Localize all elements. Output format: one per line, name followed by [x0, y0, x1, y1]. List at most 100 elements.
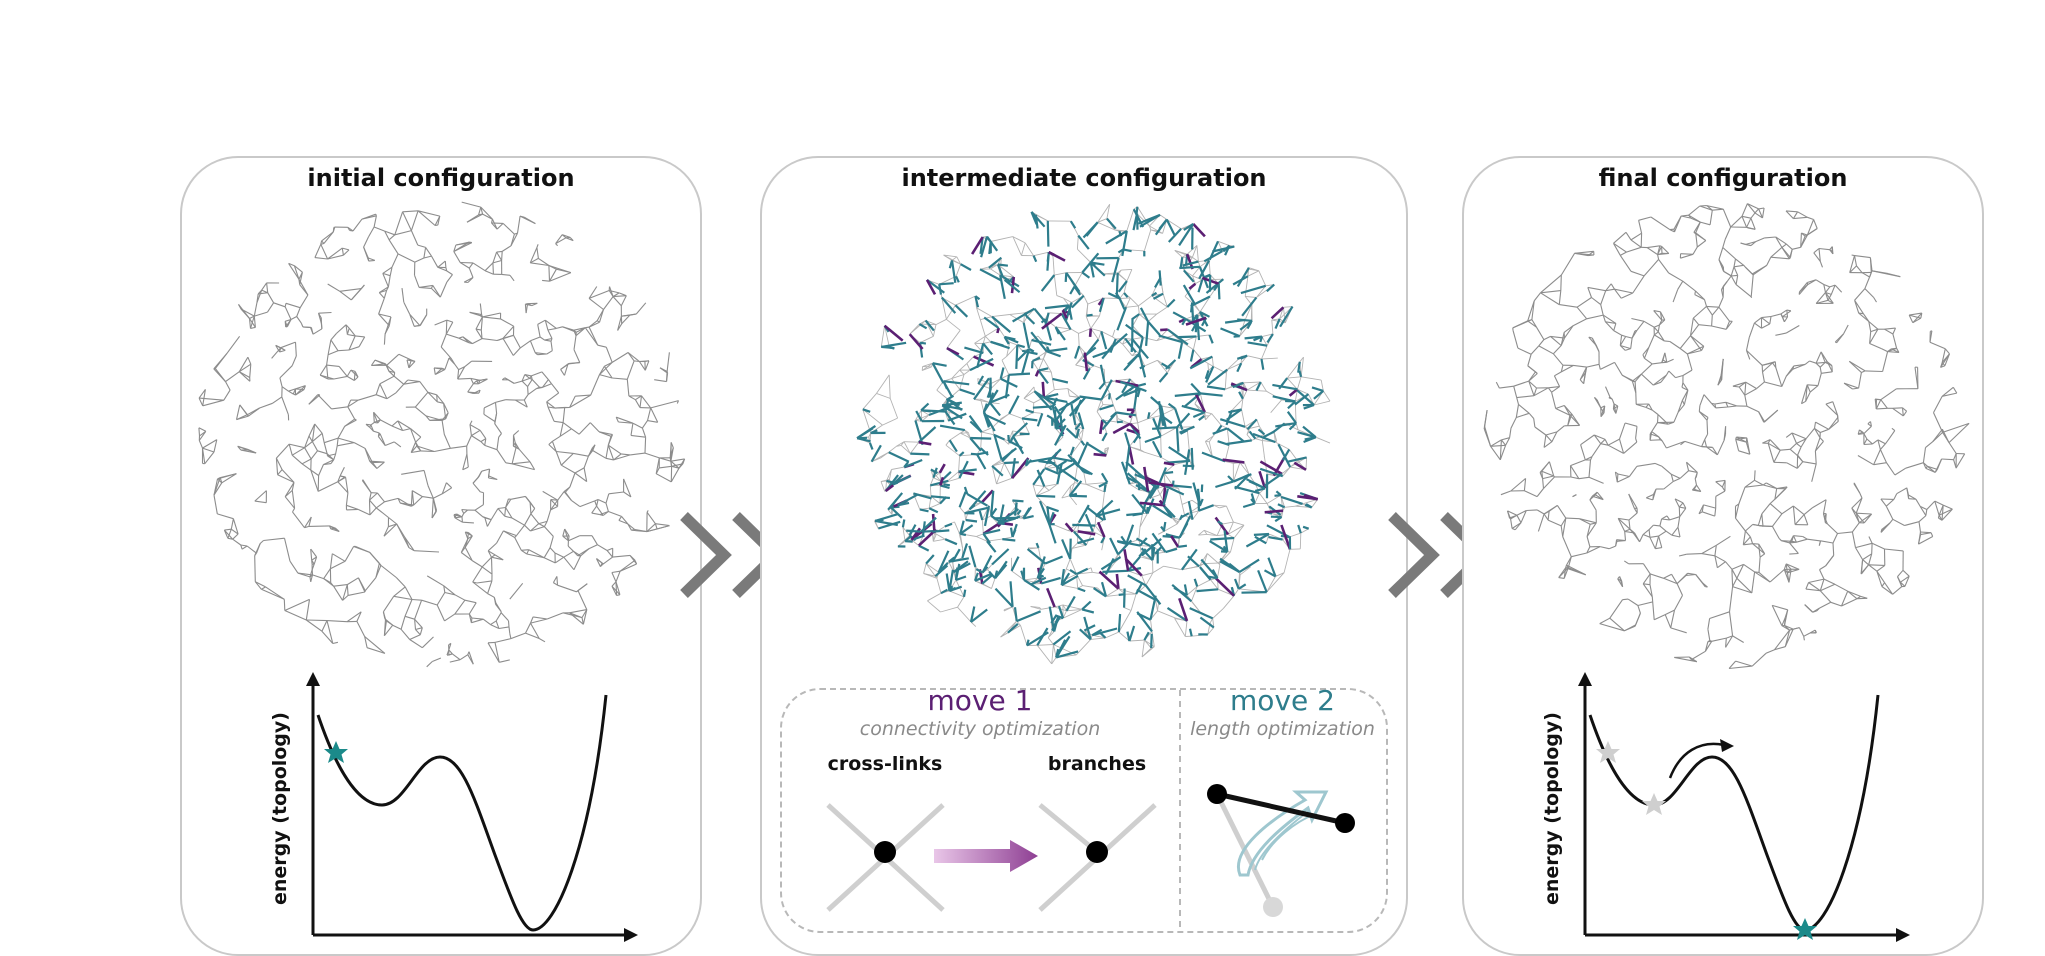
network-bond	[1197, 245, 1199, 261]
network-bond	[1865, 371, 1883, 372]
branch-bond	[920, 343, 926, 344]
network-bond	[434, 368, 435, 375]
network-bond	[549, 266, 571, 273]
network-bond	[1513, 330, 1518, 348]
network-bond	[324, 579, 331, 583]
network-bond	[1544, 477, 1555, 489]
network-bond	[411, 442, 415, 452]
network-bond	[550, 536, 553, 547]
network-bond	[1548, 511, 1549, 520]
network-bond	[1639, 217, 1651, 220]
network-bond	[1537, 327, 1544, 339]
network-bond	[226, 382, 231, 391]
network-bond	[1856, 513, 1871, 514]
network-bond	[255, 556, 256, 582]
branch-bond	[1082, 602, 1091, 610]
network-bond	[447, 320, 453, 322]
network-bond	[926, 564, 939, 573]
network-bond	[1707, 306, 1713, 315]
network-bond	[313, 329, 322, 334]
network-bond	[531, 619, 548, 623]
state-star-icon	[1793, 918, 1817, 940]
network-bond	[1637, 321, 1644, 330]
network-bond	[556, 327, 562, 329]
network-bond	[1707, 447, 1718, 455]
network-bond	[426, 247, 432, 256]
network-bond	[1127, 269, 1132, 281]
network-bond	[485, 263, 493, 271]
branch-bond	[1137, 214, 1138, 230]
network-bond	[328, 351, 338, 355]
network-bond	[427, 576, 444, 586]
network-bond	[1716, 480, 1725, 481]
network-bond	[1742, 216, 1747, 227]
network-bond	[385, 317, 391, 334]
network-bond	[1688, 573, 1696, 574]
network-bond	[1736, 661, 1753, 666]
network-bond	[1631, 338, 1632, 349]
network-bond	[1869, 537, 1872, 544]
branch-bond	[921, 410, 931, 411]
branch-bond	[1045, 557, 1062, 564]
branch-bond	[1126, 447, 1129, 472]
network-bond	[655, 524, 669, 526]
network-bond	[1204, 563, 1218, 564]
network-bond	[631, 423, 633, 435]
network-bond	[422, 497, 433, 499]
initial-title: initial configuration	[182, 164, 700, 192]
network-bond	[355, 546, 370, 552]
network-bond	[1730, 612, 1733, 636]
network-bond	[1934, 413, 1943, 433]
branch-bond	[944, 381, 970, 384]
branch-bond	[1210, 538, 1234, 540]
network-bond	[1716, 482, 1723, 487]
crosslink-bond	[1036, 371, 1039, 377]
network-bond	[1833, 534, 1838, 544]
network-bond	[1510, 428, 1511, 438]
network-bond	[1752, 653, 1766, 666]
network-bond	[1739, 387, 1745, 395]
network-bond	[570, 610, 587, 613]
network-bond	[438, 261, 446, 267]
network-bond	[365, 448, 373, 462]
network-bond	[606, 503, 608, 511]
branch-bond	[1191, 384, 1200, 394]
network-bond	[1752, 265, 1767, 274]
network-bond	[383, 612, 384, 618]
network-bond	[1689, 206, 1700, 215]
network-bond	[1826, 402, 1833, 404]
network-bond	[1732, 569, 1733, 586]
network-bond	[1629, 513, 1637, 520]
final-title: final configuration	[1464, 164, 1982, 192]
network-bond	[1742, 216, 1751, 218]
network-bond	[1234, 525, 1244, 538]
branch-bond	[1248, 342, 1268, 345]
network-bond	[572, 429, 580, 434]
x-axis-arrow	[1896, 928, 1910, 942]
network-bond	[1934, 396, 1943, 412]
network-bond	[1729, 666, 1752, 668]
network-bond	[1755, 209, 1759, 213]
network-bond	[1881, 523, 1890, 532]
network-bond	[526, 623, 531, 633]
network-bond	[1259, 271, 1266, 286]
network-bond	[1153, 566, 1164, 573]
branch-bond	[1197, 589, 1219, 591]
network-bond	[469, 268, 473, 277]
network-bond	[976, 534, 983, 537]
network-bond	[1323, 391, 1330, 401]
branch-bond	[1001, 368, 1004, 379]
network-bond	[1581, 435, 1595, 445]
network-bond	[1702, 545, 1717, 553]
branch-bond	[1202, 453, 1225, 462]
network-bond	[340, 289, 362, 292]
network-bond	[950, 430, 965, 440]
network-bond	[991, 379, 1001, 389]
network-bond	[1680, 336, 1690, 349]
network-bond	[379, 298, 385, 314]
network-bond	[1819, 541, 1820, 546]
network-bond	[574, 350, 580, 363]
branch-bond	[1046, 449, 1061, 464]
network-bond	[1658, 325, 1659, 332]
network-bond	[1731, 267, 1734, 276]
